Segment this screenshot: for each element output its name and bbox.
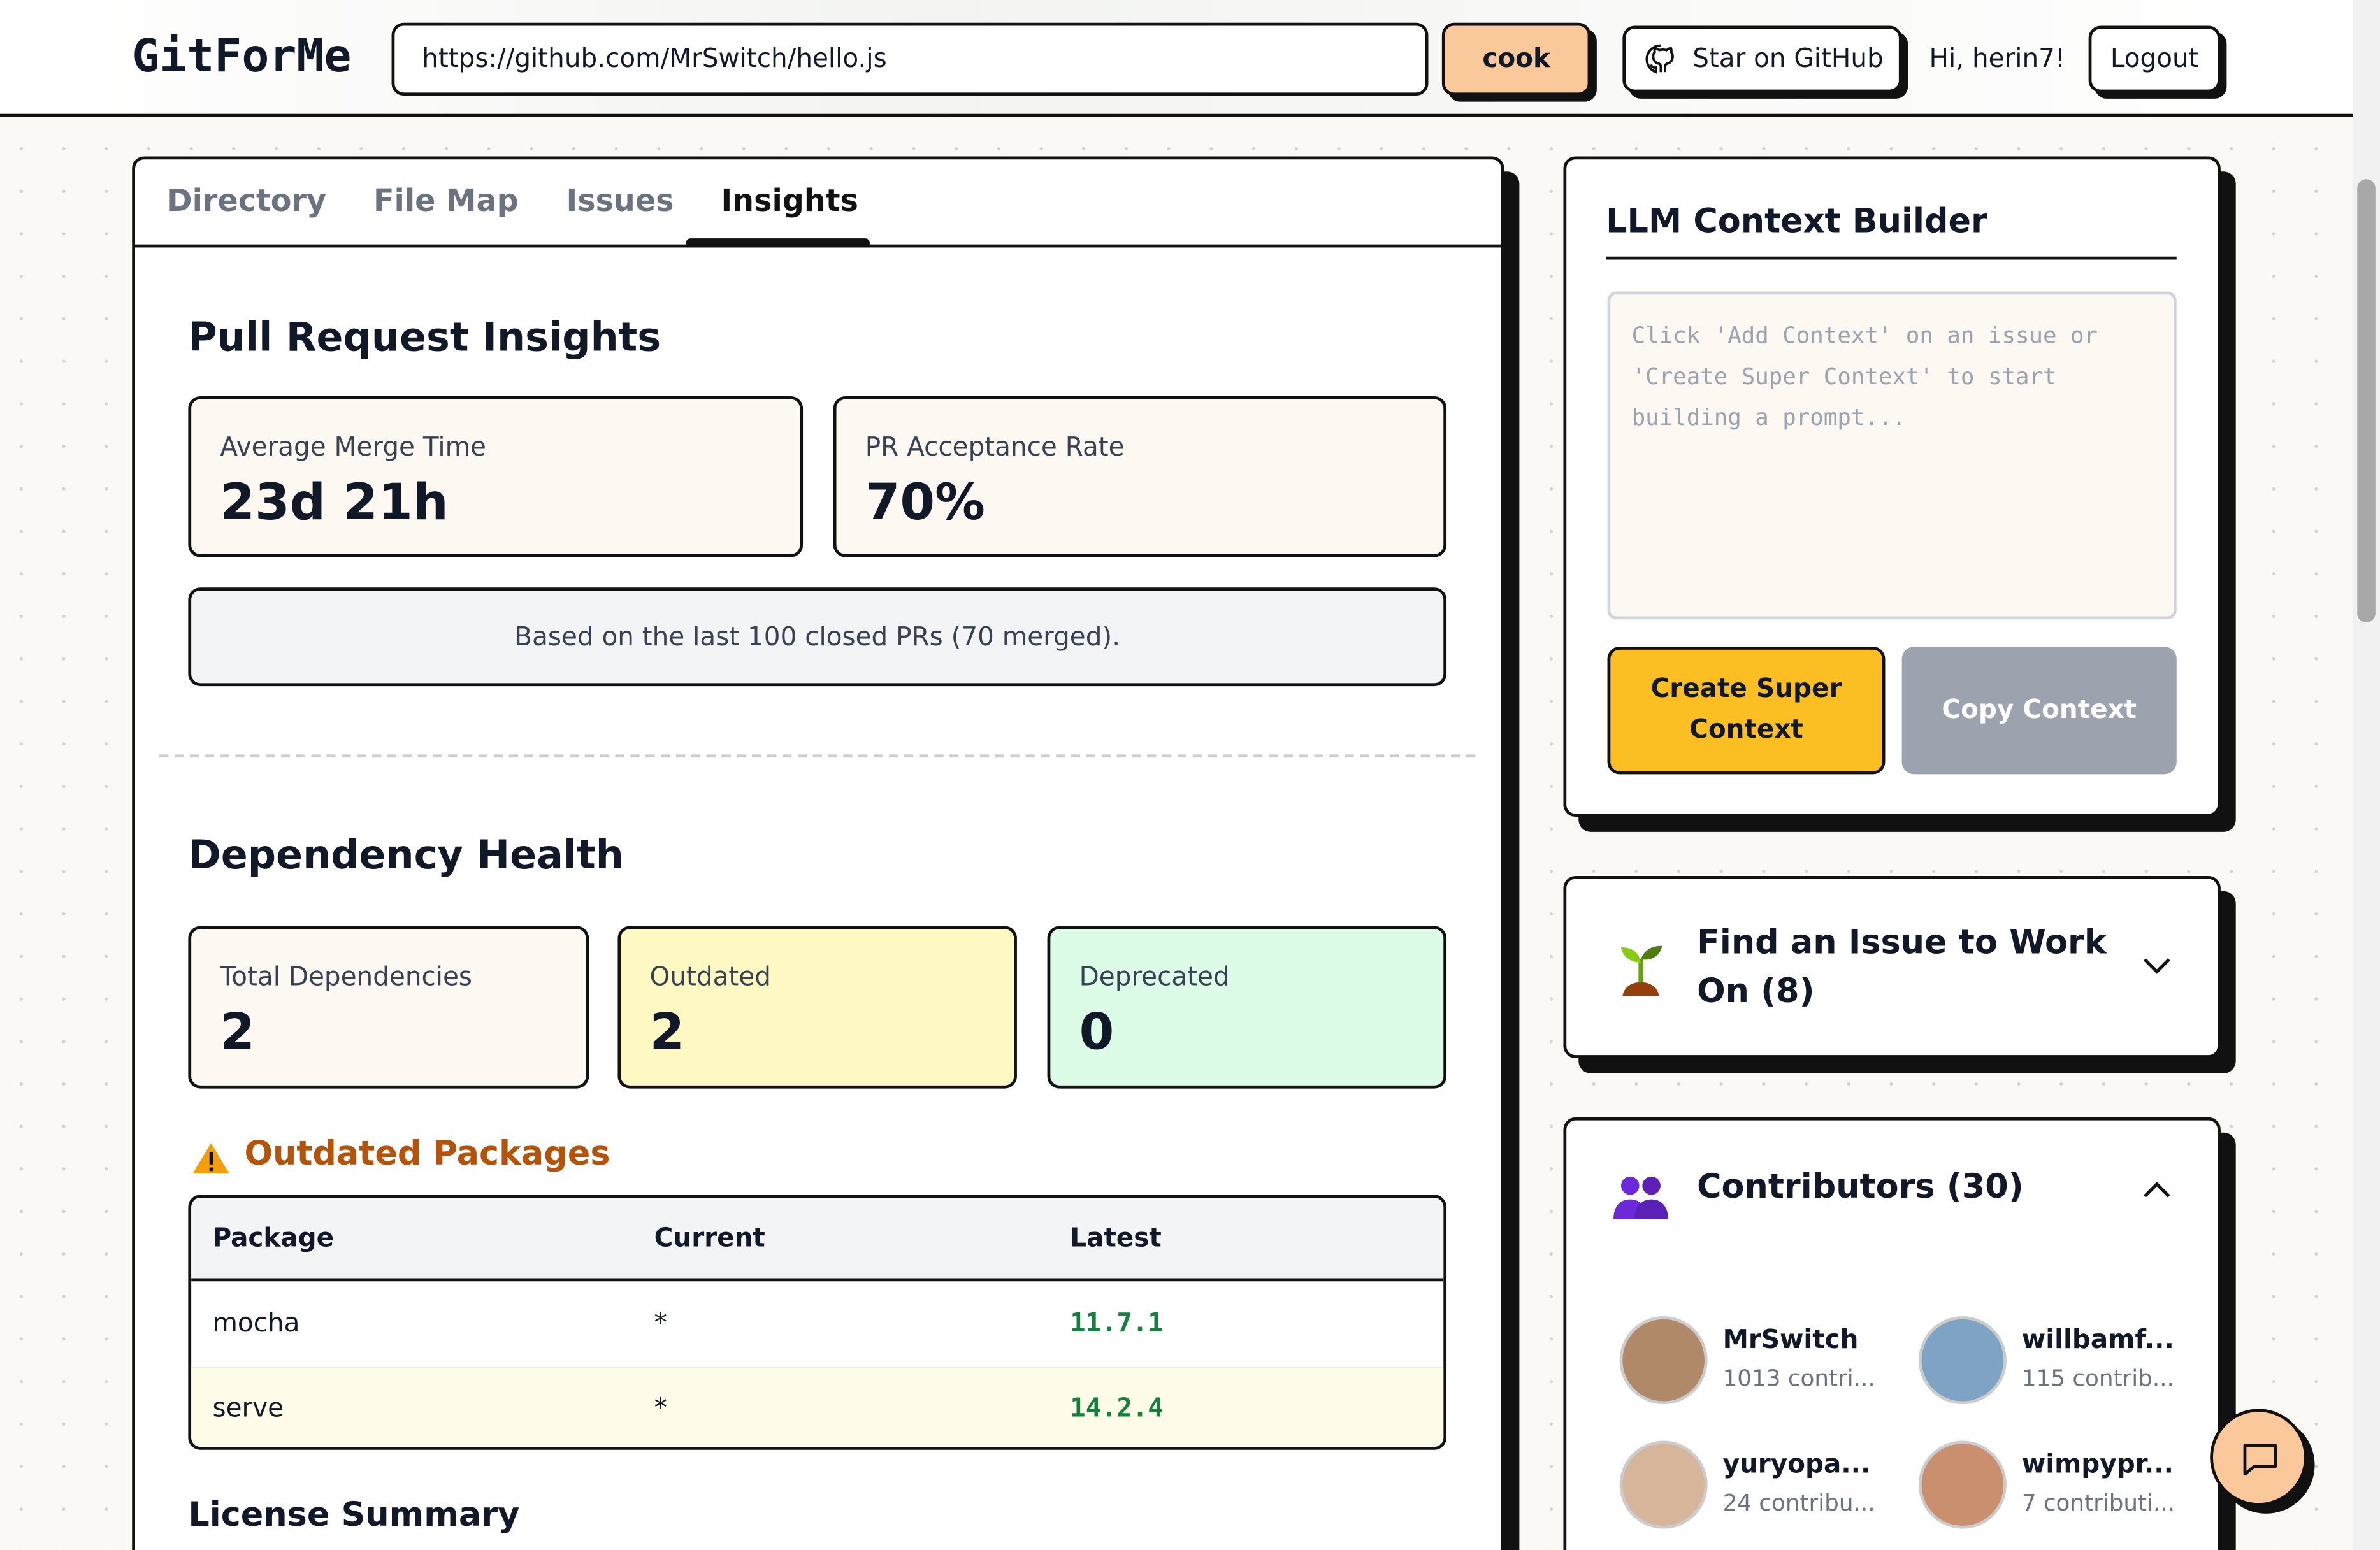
- create-button[interactable]: Create Super Context: [1607, 647, 1886, 775]
- stat-value: 23d 21h: [220, 472, 449, 532]
- stat-card: Average Merge Time 23d 21h: [188, 396, 804, 557]
- stat-value: 2: [649, 1001, 685, 1061]
- note: Based on the last 100 closed PRs (70 mer…: [188, 587, 1447, 687]
- warning-icon: [192, 1143, 229, 1174]
- url-input[interactable]: https://github.com/MrSwitch/hello.js: [391, 22, 1429, 96]
- context-textarea[interactable]: Click 'Add Context' on an issue or 'Crea…: [1607, 291, 2177, 620]
- cell: *: [654, 1309, 667, 1339]
- star-button[interactable]: Star on GitHub: [1622, 25, 1902, 93]
- contributor-name[interactable]: willbamf...: [2021, 1325, 2174, 1356]
- contributor-count: 1013 contri...: [1722, 1365, 1875, 1393]
- contributor-name[interactable]: wimpypr...: [2021, 1449, 2174, 1481]
- column-header: Package: [212, 1223, 335, 1254]
- avatar[interactable]: [1619, 1440, 1708, 1529]
- stat-card: Total Dependencies 2: [188, 926, 589, 1089]
- stat-label: Average Merge Time: [220, 433, 486, 463]
- tab-active[interactable]: Insights: [721, 182, 858, 219]
- stat-card: Deprecated 0: [1047, 926, 1447, 1089]
- tab[interactable]: Issues: [566, 182, 674, 219]
- chat-button[interactable]: [2210, 1409, 2307, 1506]
- copy-button[interactable]: Copy Context: [1901, 647, 2177, 775]
- contributor-name[interactable]: yuryopa...: [1722, 1449, 1871, 1481]
- contributor-name[interactable]: MrSwitch: [1722, 1325, 1859, 1356]
- chevron-up[interactable]: [2142, 1180, 2172, 1201]
- stat-label: Total Dependencies: [220, 962, 473, 993]
- logo[interactable]: GitForMe: [132, 30, 352, 84]
- stat-card: Outdated 2: [617, 926, 1017, 1089]
- table: Package Current Latest mocha * 11.7.1 se…: [188, 1195, 1447, 1450]
- column-header: Current: [654, 1223, 765, 1254]
- cell: 14.2.4: [1070, 1393, 1164, 1424]
- table-row: [191, 1366, 1444, 1447]
- stat-value: 0: [1079, 1001, 1114, 1061]
- stat-value: 2: [220, 1001, 256, 1061]
- section-title: Pull Request Insights: [188, 315, 661, 362]
- cell: *: [654, 1393, 667, 1424]
- table-header: [191, 1198, 1444, 1282]
- section-title: Dependency Health: [188, 833, 624, 879]
- cell: serve: [212, 1393, 284, 1424]
- panel-title: LLM Context Builder: [1606, 203, 2177, 260]
- tab[interactable]: File Map: [373, 182, 519, 219]
- stat-label: Outdated: [649, 962, 771, 993]
- greeting: Hi, herin7!: [1929, 44, 2066, 75]
- cell: 11.7.1: [1070, 1309, 1164, 1339]
- contributor-count: 7 contributi...: [2021, 1489, 2175, 1517]
- plant-icon: [1620, 945, 1662, 996]
- panel-title: Find an Issue to Work On (8): [1697, 924, 2107, 1012]
- panel-title: Contributors (30): [1697, 1168, 2024, 1207]
- chevron-down[interactable]: [2142, 955, 2172, 976]
- avatar[interactable]: [1918, 1316, 2007, 1405]
- subsection-title: Outdated Packages: [244, 1135, 610, 1174]
- contributor-count: 24 contribu...: [1722, 1489, 1875, 1517]
- cell: mocha: [212, 1309, 300, 1339]
- scrollbar: [2353, 0, 2380, 1550]
- avatar[interactable]: [1918, 1440, 2007, 1529]
- divider: [159, 754, 1476, 758]
- tab[interactable]: Directory: [167, 182, 327, 219]
- stat-label: PR Acceptance Rate: [865, 433, 1125, 463]
- stat-card: PR Acceptance Rate 70%: [833, 396, 1447, 557]
- stat-value: 70%: [865, 472, 985, 532]
- avatar[interactable]: [1619, 1316, 1708, 1405]
- find-issue-panel[interactable]: [1563, 875, 2221, 1058]
- tab-indicator: [686, 238, 870, 248]
- section-title: License Summary: [188, 1496, 520, 1535]
- people-icon: [1613, 1176, 1668, 1219]
- logout-button[interactable]: Logout: [2088, 25, 2221, 93]
- column-header: Latest: [1070, 1223, 1162, 1254]
- contributor-count: 115 contrib...: [2021, 1365, 2174, 1393]
- github-icon: [1645, 44, 1674, 74]
- stat-label: Deprecated: [1079, 962, 1230, 993]
- chat-icon: [2243, 1444, 2277, 1476]
- cook-button[interactable]: cook: [1441, 22, 1591, 96]
